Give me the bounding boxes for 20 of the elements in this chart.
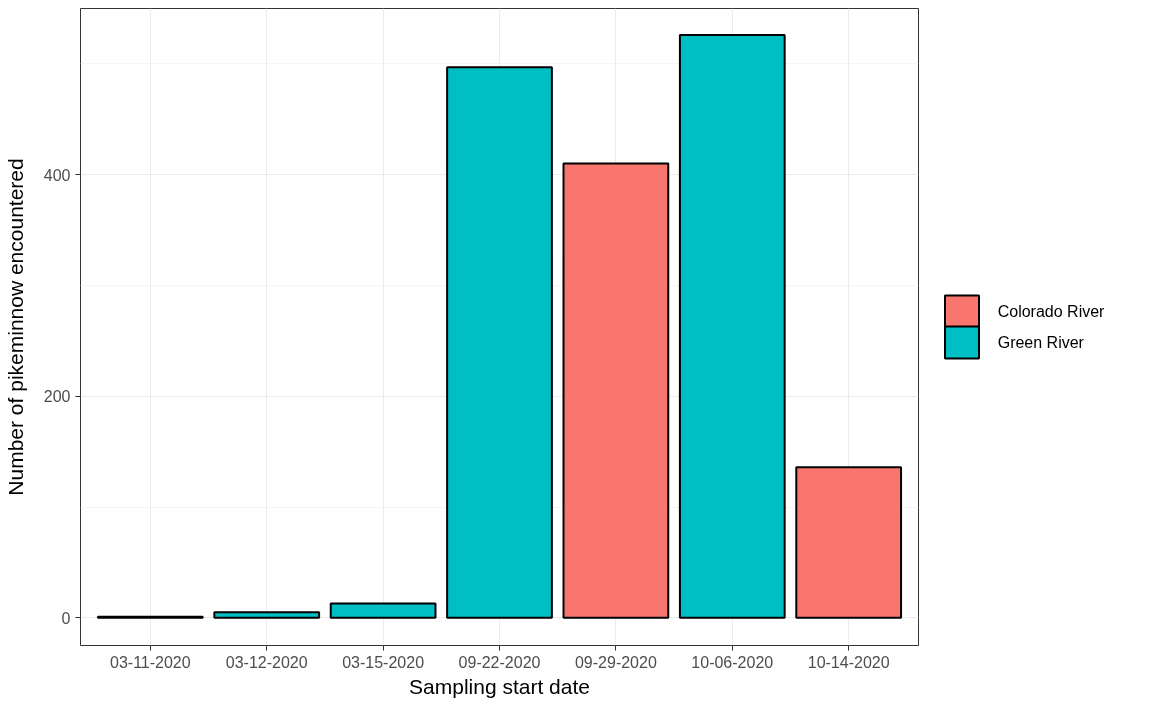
x-tick-label: 03-11-2020 [110, 653, 191, 671]
legend-label: Colorado River [997, 303, 1106, 321]
x-tick-label: 10-06-2020 [691, 653, 774, 671]
x-axis-title: Sampling start date [409, 674, 590, 698]
y-axis-title: Number of pikeminnow encountered [3, 158, 27, 496]
bar [329, 602, 437, 619]
x-tick-label: 03-15-2020 [342, 653, 425, 671]
bar [678, 34, 786, 619]
y-tick-label: 0 [61, 609, 71, 627]
y-tick-label: 400 [43, 166, 71, 184]
x-tick-label: 10-14-2020 [807, 653, 890, 671]
x-tick-label: 09-22-2020 [458, 653, 541, 671]
bar [446, 66, 553, 619]
bar [562, 162, 670, 619]
legend-label: Green River [997, 333, 1085, 351]
bar [213, 611, 321, 619]
bar [795, 466, 903, 619]
x-tick-label: 03-12-2020 [225, 653, 308, 671]
x-tick-label: 09-29-2020 [574, 653, 657, 671]
y-tick-label: 200 [43, 388, 71, 406]
